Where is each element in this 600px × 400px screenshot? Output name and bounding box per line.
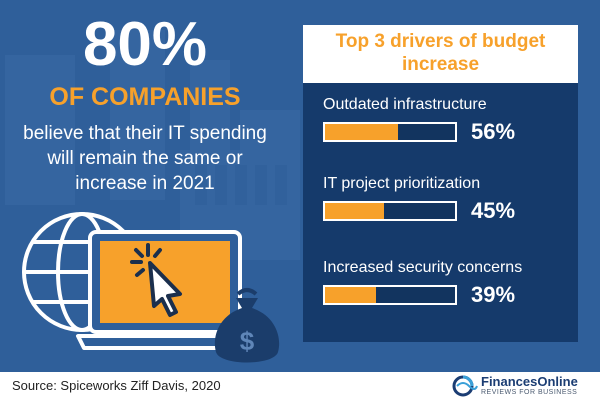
bar-track bbox=[323, 285, 457, 305]
headline-percent: 80% bbox=[82, 10, 208, 79]
bar-value-label: 56% bbox=[471, 119, 516, 144]
driver-label: Increased security concerns bbox=[323, 259, 523, 276]
headline-subject: OF COMPANIES bbox=[49, 83, 241, 111]
drivers-panel-header: Top 3 drivers of budget increase bbox=[303, 25, 578, 83]
headline-description: believe that their IT spending will rema… bbox=[23, 123, 267, 194]
source-text: Source: Spiceworks Ziff Davis, 2020 bbox=[12, 378, 221, 393]
bar bbox=[325, 124, 398, 140]
financesonline-logo[interactable]: FinancesOnline REVIEWS FOR BUSINESS bbox=[452, 374, 592, 398]
logo-tagline: REVIEWS FOR BUSINESS bbox=[481, 389, 578, 396]
logo-name: FinancesOnline bbox=[481, 374, 578, 389]
drivers-panel: Top 3 drivers of budget increase Outdate… bbox=[303, 25, 578, 342]
driver-row: IT project prioritization 45% bbox=[323, 174, 573, 234]
bar bbox=[325, 287, 376, 303]
financesonline-logo-icon bbox=[452, 375, 478, 397]
driver-row: Outdated infrastructure 56% bbox=[323, 95, 573, 155]
money-bag-icon: $ bbox=[214, 288, 280, 363]
driver-row: Increased security concerns 39% bbox=[323, 258, 573, 318]
bar-track bbox=[323, 122, 457, 142]
chart-title: Top 3 drivers of budget increase bbox=[335, 31, 546, 75]
driver-label: IT project prioritization bbox=[323, 175, 481, 192]
bar-value-label: 39% bbox=[471, 282, 516, 307]
bar bbox=[325, 203, 384, 219]
footer: Source: Spiceworks Ziff Davis, 2020 Fina… bbox=[0, 372, 600, 400]
driver-label: Outdated infrastructure bbox=[323, 96, 487, 113]
illustration: $ bbox=[22, 212, 280, 363]
cursor-click-icon bbox=[130, 243, 182, 317]
svg-text:$: $ bbox=[240, 326, 255, 356]
bar-value-label: 45% bbox=[471, 198, 516, 223]
bar-track bbox=[323, 201, 457, 221]
